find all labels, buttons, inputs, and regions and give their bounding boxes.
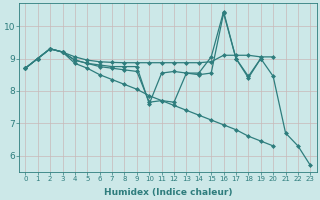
X-axis label: Humidex (Indice chaleur): Humidex (Indice chaleur): [104, 188, 232, 197]
